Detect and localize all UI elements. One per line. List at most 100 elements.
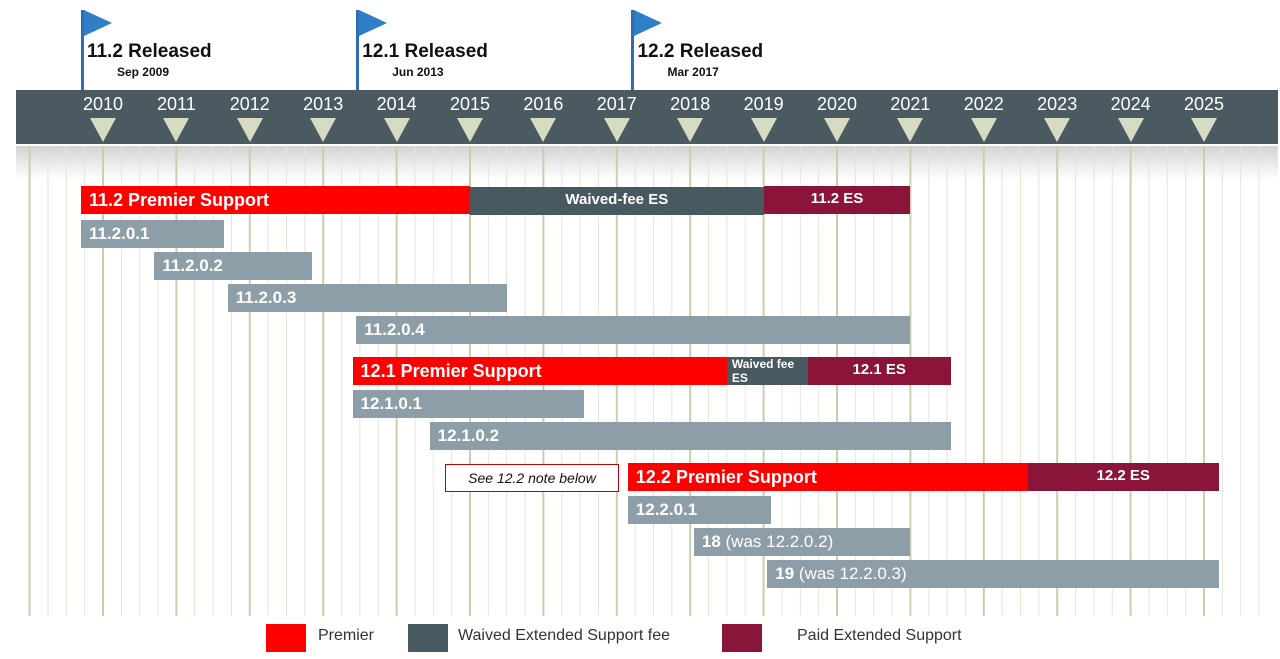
year-label: 2024 xyxy=(1110,94,1151,114)
bar-label: 12.1.0.2 xyxy=(438,426,499,446)
bar-label-text: 11.2.0.4 xyxy=(364,320,425,339)
flag-pole xyxy=(80,10,84,92)
version-support-bar: 11.2.0.4 xyxy=(356,316,911,344)
bar-label-text: 12.2.0.1 xyxy=(635,500,698,519)
release-date: Mar 2017 xyxy=(667,65,719,79)
bar-label: 11.2.0.4 xyxy=(364,320,425,340)
axis-shadow xyxy=(16,146,1278,180)
year-marker-icon xyxy=(310,118,337,142)
year-marker-icon xyxy=(383,118,410,142)
year-label: 2021 xyxy=(890,94,931,114)
legend-label: Waived Extended Support fee xyxy=(458,627,670,644)
bar-label-text: 11.2.0.1 xyxy=(88,224,150,243)
year-marker-icon xyxy=(1117,118,1144,142)
legend-swatch xyxy=(266,624,306,652)
bar-label: 11.2 Premier Support xyxy=(89,190,269,211)
version-support-bar: 18 (was 12.2.0.2) xyxy=(693,528,911,556)
release-title: 12.1 Released xyxy=(362,41,488,62)
year-marker-icon xyxy=(970,118,997,142)
version-support-bar: 19 (was 12.2.0.3) xyxy=(767,560,1219,588)
waived-support-bar: Waived-fee ES xyxy=(470,187,764,215)
year-marker-icon xyxy=(677,118,704,142)
year-label: 2017 xyxy=(596,94,637,114)
year-label: 2010 xyxy=(82,94,124,114)
release-title: 11.2 Released xyxy=(86,41,212,62)
year-label: 2014 xyxy=(376,94,417,114)
release-date: Sep 2009 xyxy=(116,65,170,79)
year-label: 2016 xyxy=(523,94,564,114)
year-marker-icon xyxy=(824,118,850,142)
version-support-bar: 12.2.0.1 xyxy=(627,496,771,524)
flag-icon xyxy=(634,10,663,36)
legend: Premier Waived Extended Support fee Paid E… xyxy=(0,622,1280,654)
year-marker-icon xyxy=(1191,118,1217,142)
bar-label: 12.1 ES xyxy=(808,361,951,378)
bar-label-text: Waived-fee ES xyxy=(565,191,669,208)
bar-label-text: Waived fee ES xyxy=(731,357,795,385)
bar-label-text: 12.2 Premier Support xyxy=(635,467,817,487)
version-support-bar: 11.2.0.3 xyxy=(227,284,507,312)
year-marker-icon xyxy=(163,118,190,142)
paid-support-bar: 12.2 ES xyxy=(1027,463,1219,491)
note-box-12-2: See 12.2 note below xyxy=(445,464,619,492)
year-marker-icon xyxy=(603,118,630,142)
year-label: 2015 xyxy=(449,94,491,114)
bar-label-text: 11.2.0.2 xyxy=(162,256,223,275)
year-label: 2025 xyxy=(1183,94,1225,114)
year-label: 2012 xyxy=(229,94,270,114)
legend-swatch xyxy=(722,624,762,652)
bar-label-text: 11.2 Premier Support xyxy=(88,190,270,210)
bar-label-text: 19 xyxy=(775,564,795,583)
bar-label-text: 11.2 ES xyxy=(810,190,864,207)
bar-label: 11.2.0.2 xyxy=(162,256,223,276)
version-support-bar: 12.1.0.2 xyxy=(429,422,951,450)
bar-label-suffix: (was 12.2.0.2) xyxy=(720,532,834,551)
bar-label: Waived fee ES xyxy=(732,357,807,385)
flag-pole xyxy=(356,10,360,92)
year-axis-band: 2010 2011 2012 2013 2014 2015 2016 2017 2018 2019… xyxy=(16,90,1278,144)
version-support-bar: 11.2.0.1 xyxy=(80,220,225,248)
year-label: 2020 xyxy=(816,94,858,114)
premier-support-bar: 11.2 Premier Support xyxy=(80,186,470,214)
bar-label: 12.2.0.1 xyxy=(636,500,697,520)
year-marker-icon xyxy=(457,118,483,142)
bar-label-text: 12.1 Premier Support xyxy=(360,361,542,381)
paid-support-bar: 12.1 ES xyxy=(807,357,951,385)
legend-label: Paid Extended Support xyxy=(797,627,962,644)
year-label: 2022 xyxy=(963,94,1004,114)
year-label: 2018 xyxy=(670,94,711,114)
release-title: 12.2 Released xyxy=(637,41,764,62)
flag-icon xyxy=(359,10,388,36)
bar-label: 12.1 Premier Support xyxy=(361,361,542,382)
year-marker-icon xyxy=(897,118,924,142)
paid-support-bar: 11.2 ES xyxy=(763,186,911,214)
bar-label-text: 12.1.0.2 xyxy=(437,426,500,445)
year-marker-icon xyxy=(1044,118,1071,142)
premier-support-bar: 12.2 Premier Support xyxy=(627,463,1028,491)
release-date: Jun 2013 xyxy=(392,65,444,79)
year-marker-icon xyxy=(750,118,777,142)
premier-support-bar: 12.1 Premier Support xyxy=(352,357,727,385)
year-marker-icon xyxy=(236,118,263,142)
year-marker-icon xyxy=(530,118,557,142)
year-label: 2013 xyxy=(303,94,344,114)
bar-label: 18 (was 12.2.0.2) xyxy=(702,532,833,552)
year-marker-icon xyxy=(90,118,116,142)
bar-label: 11.2 ES xyxy=(764,190,911,207)
year-label: 2011 xyxy=(157,94,196,114)
bar-label-text: 12.2 ES xyxy=(1096,467,1150,484)
bar-label-suffix: (was 12.2.0.3) xyxy=(794,564,907,583)
flag-icon xyxy=(83,10,112,36)
bar-label: 19 (was 12.2.0.3) xyxy=(775,564,906,584)
flag-pole xyxy=(631,10,635,92)
bar-label: Waived-fee ES xyxy=(470,191,764,208)
bar-label: 12.1.0.1 xyxy=(361,394,422,414)
bar-label: 11.2.0.1 xyxy=(89,224,150,244)
bar-label: 12.2 ES xyxy=(1028,467,1219,484)
bar-label: 12.2 Premier Support xyxy=(636,467,817,488)
bar-label-text: 18 xyxy=(701,532,721,551)
legend-label: Premier xyxy=(318,627,375,644)
legend-swatch xyxy=(408,624,448,652)
bar-label-text: 11.2.0.3 xyxy=(235,288,297,307)
